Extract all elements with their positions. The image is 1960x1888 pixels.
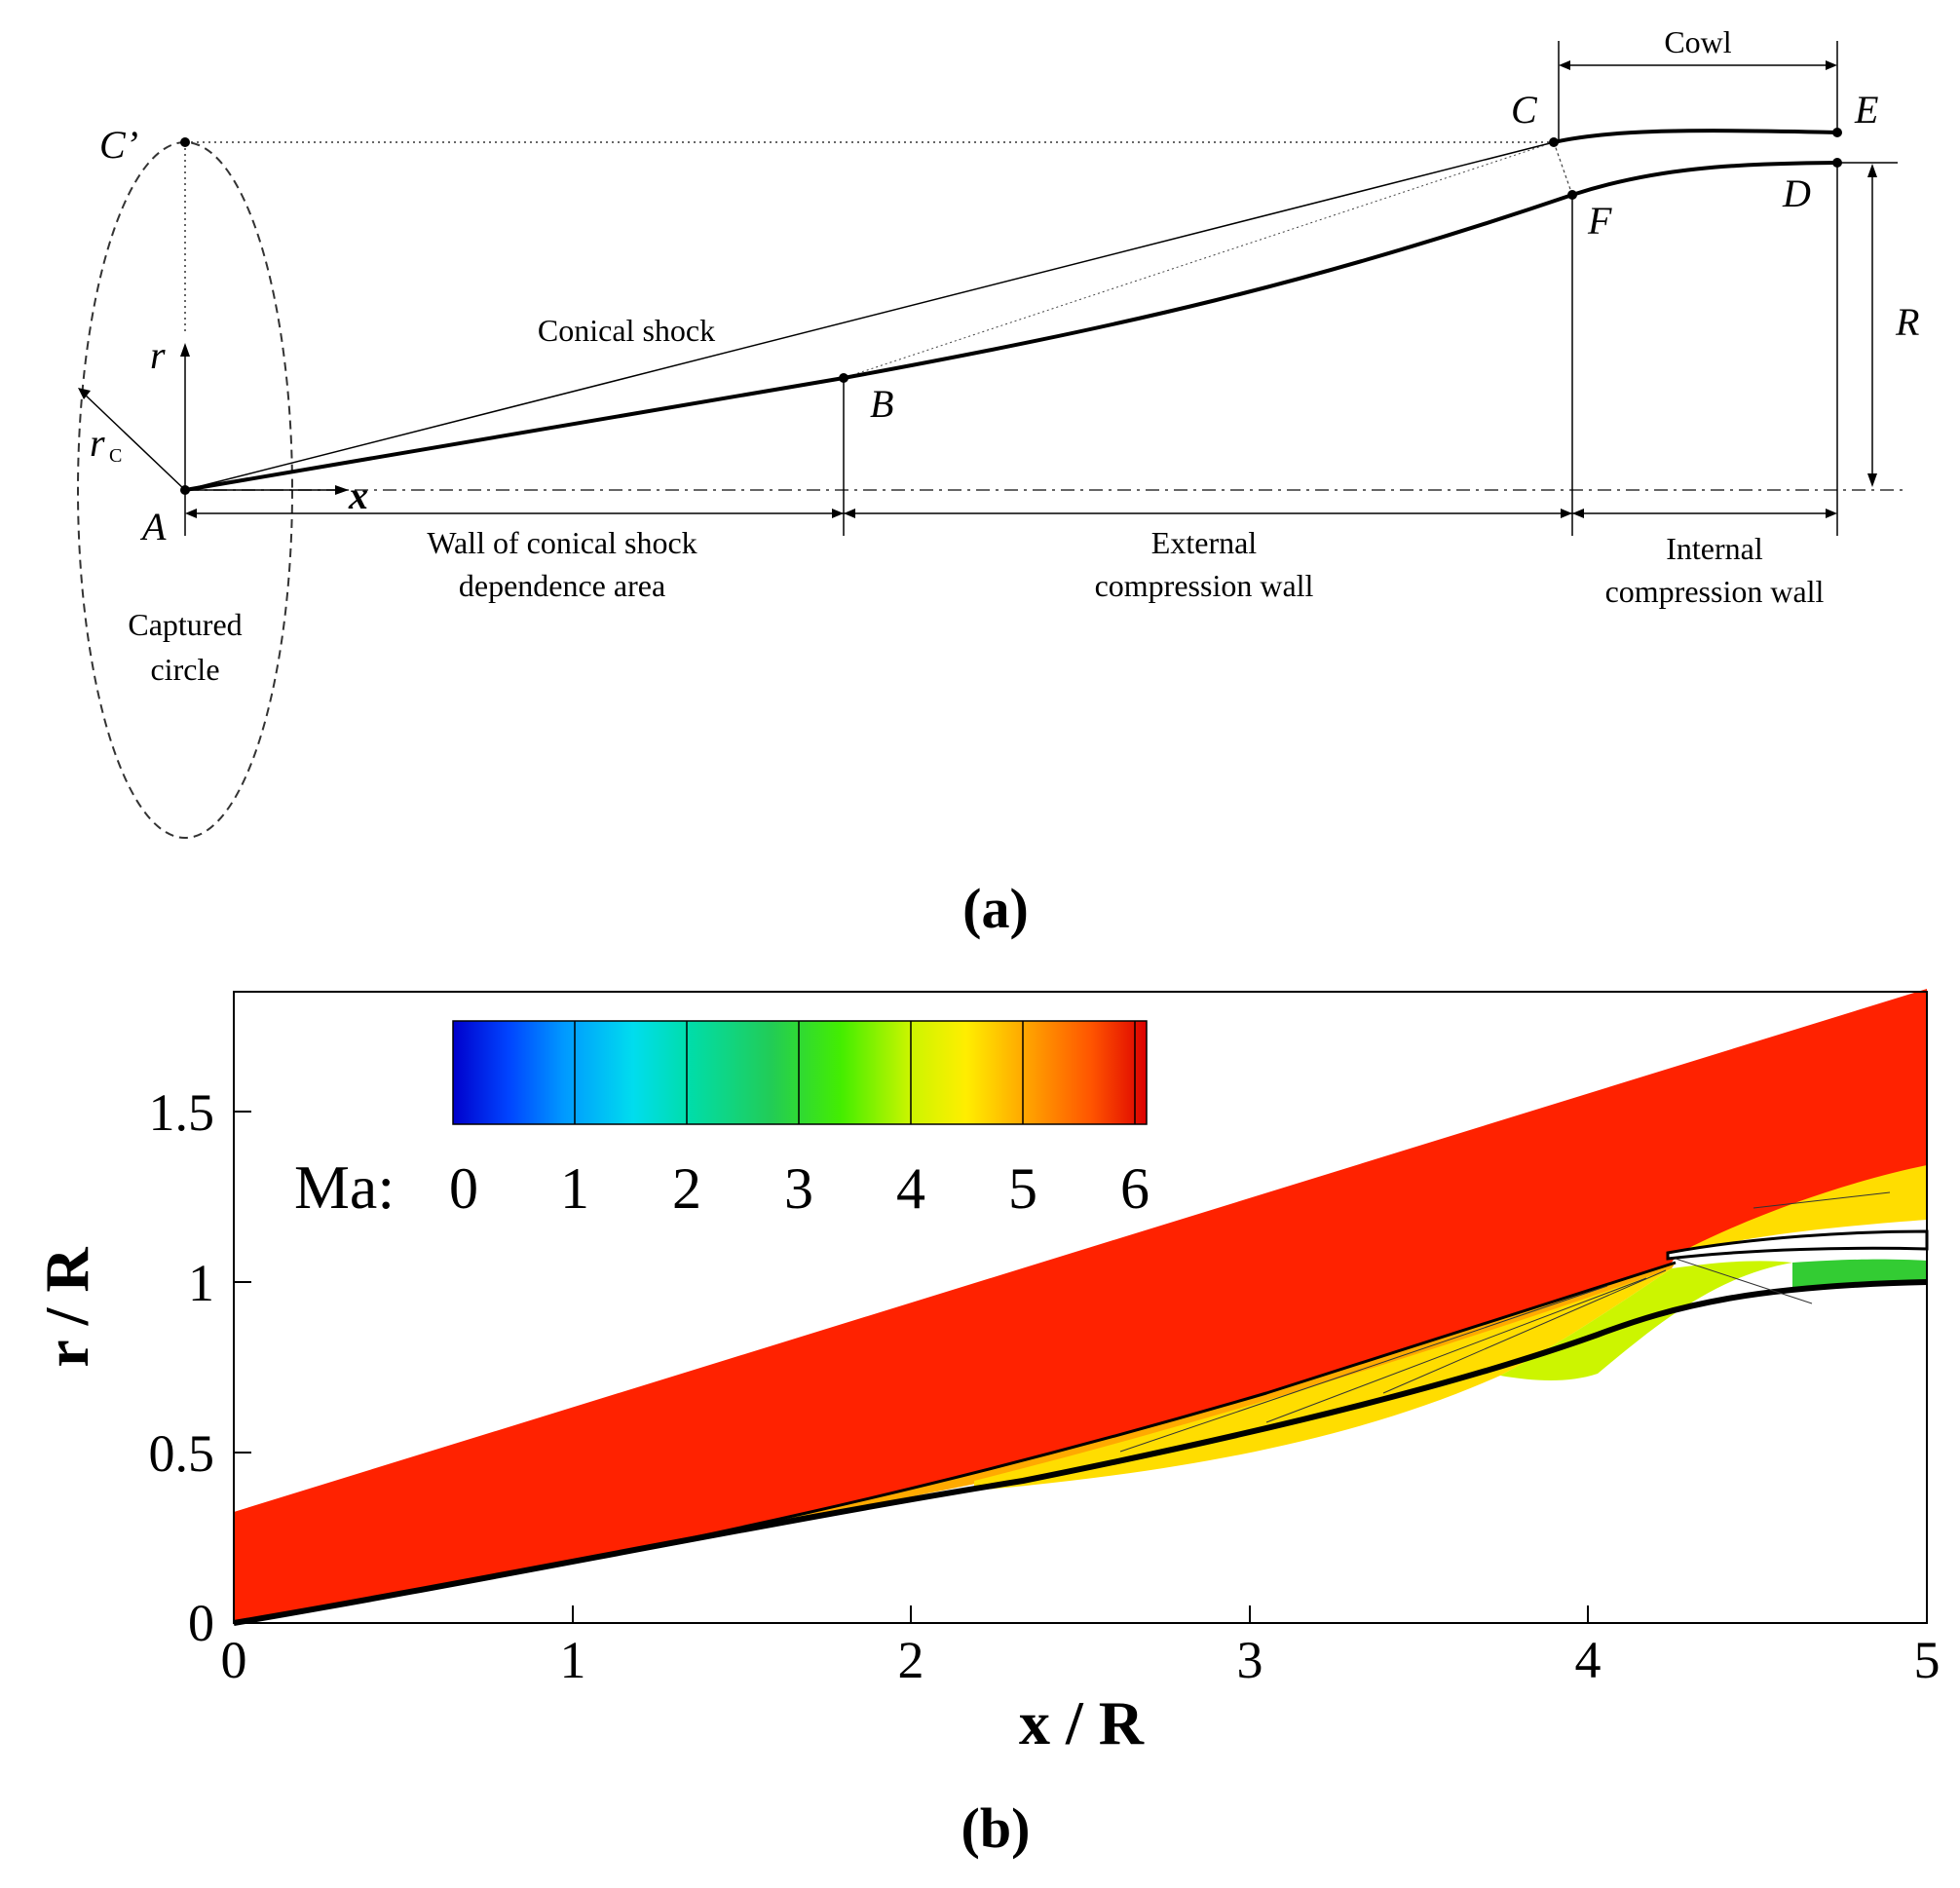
colorbar-label: Ma:	[294, 1152, 395, 1222]
x-tick-2: 2	[898, 1631, 924, 1689]
axis-ticks	[234, 1111, 1589, 1623]
point-f-marker	[1567, 190, 1577, 200]
r-dim-arrow-top	[1867, 164, 1877, 177]
colorbar: Ma: 0 1 2 3 4 5 6	[294, 1020, 1150, 1222]
right-clip	[1929, 974, 1960, 1637]
caption-b: (b)	[961, 1796, 1031, 1860]
label-a: A	[139, 505, 167, 548]
label-axis-x: x	[348, 473, 368, 517]
caption-a: (a)	[962, 877, 1029, 940]
freestream-region	[234, 989, 1927, 1623]
label-c: C	[1511, 88, 1538, 132]
label-external-line2: compression wall	[1095, 568, 1314, 603]
contour-line-5	[1753, 1191, 1891, 1209]
point-a-marker	[180, 485, 190, 495]
conical-shock-line	[184, 141, 1555, 491]
cbar-tick-0: 0	[449, 1156, 478, 1221]
y-axis-label: r / R	[32, 1247, 101, 1368]
span-arrow-a-right	[185, 509, 197, 518]
span-arrow-d-left	[1826, 509, 1837, 518]
contour-line-4	[1675, 1258, 1813, 1304]
cowl-lip-dotted-line	[1553, 141, 1573, 196]
rc-radius-arrowhead	[78, 388, 91, 399]
label-internal-line1: Internal	[1666, 531, 1763, 566]
point-c-marker	[1549, 137, 1559, 147]
label-captured-line2: circle	[150, 652, 219, 687]
colorbar-gradient	[452, 1020, 1148, 1125]
label-f: F	[1587, 199, 1612, 243]
cbar-tick-5: 5	[1008, 1156, 1037, 1221]
conical-shock-b	[233, 1261, 1677, 1625]
label-conical-shock: Conical shock	[538, 313, 715, 348]
contour-line-3	[1382, 1269, 1667, 1394]
x-tick-0: 0	[221, 1631, 247, 1689]
point-d-marker	[1832, 158, 1842, 168]
label-d: D	[1782, 171, 1811, 215]
y-tick-0-5: 0.5	[149, 1424, 215, 1483]
label-wall-line2: dependence area	[459, 568, 665, 603]
label-e: E	[1854, 88, 1878, 132]
span-arrow-b-right	[844, 509, 855, 518]
x-axis-arrowhead	[335, 485, 349, 495]
r-axis-arrowhead	[180, 343, 190, 357]
point-e-marker	[1832, 128, 1842, 137]
label-internal-line2: compression wall	[1605, 574, 1825, 609]
label-c-prime: C’	[99, 123, 138, 167]
panel-a-diagram	[77, 41, 1904, 839]
plot-frame	[233, 991, 1928, 1624]
label-cowl: Cowl	[1664, 24, 1731, 59]
cbar-tick-4: 4	[896, 1156, 925, 1221]
span-arrow-f-left	[1561, 509, 1572, 518]
label-wall-line1: Wall of conical shock	[427, 525, 697, 560]
label-b: B	[870, 382, 893, 426]
contour-line-1	[1119, 1285, 1608, 1453]
cbar-tick-6: 6	[1120, 1156, 1150, 1221]
point-c-prime-marker	[180, 137, 190, 147]
label-r-dim: R	[1895, 300, 1919, 344]
r-dim-arrow-bottom	[1867, 473, 1877, 487]
point-b-marker	[839, 373, 848, 383]
cowl-wall	[1553, 129, 1838, 144]
x-tick-5: 5	[1914, 1631, 1941, 1689]
characteristic-dotted-line	[843, 141, 1555, 379]
cbar-tick-2: 2	[672, 1156, 701, 1221]
x-axis-label: x / R	[1019, 1688, 1145, 1757]
label-external-line1: External	[1151, 525, 1258, 560]
x-tick-1: 1	[560, 1631, 586, 1689]
tick-labels: 0 1 2 3 4 5 0 0.5 1 1.5	[149, 1083, 1941, 1689]
cbar-tick-3: 3	[784, 1156, 813, 1221]
label-axis-r: r	[150, 333, 166, 377]
label-captured-line1: Captured	[128, 607, 242, 642]
label-rc-main: r	[90, 421, 105, 465]
centerbody-wall	[184, 161, 1838, 492]
span-arrow-b-left	[832, 509, 844, 518]
rc-radius-line	[83, 393, 186, 491]
panel-a-labels: C’ C E F D B A r x r C R Cowl Conical sh…	[90, 24, 1919, 940]
cowl-dim-arrow-right	[1826, 60, 1837, 70]
x-tick-3: 3	[1237, 1631, 1263, 1689]
y-tick-0: 0	[188, 1594, 214, 1652]
label-rc-sub: C	[109, 445, 122, 467]
compression-region	[974, 1268, 1672, 1491]
cowl-dim-arrow-left	[1559, 60, 1570, 70]
y-tick-1-5: 1.5	[149, 1083, 215, 1142]
y-tick-1: 1	[188, 1254, 214, 1312]
contour-line-2	[1265, 1277, 1647, 1423]
span-arrow-f-right	[1572, 509, 1584, 518]
x-tick-4: 4	[1575, 1631, 1602, 1689]
cowl-outer-flow-region	[1676, 1165, 1927, 1255]
cbar-tick-1: 1	[560, 1156, 589, 1221]
